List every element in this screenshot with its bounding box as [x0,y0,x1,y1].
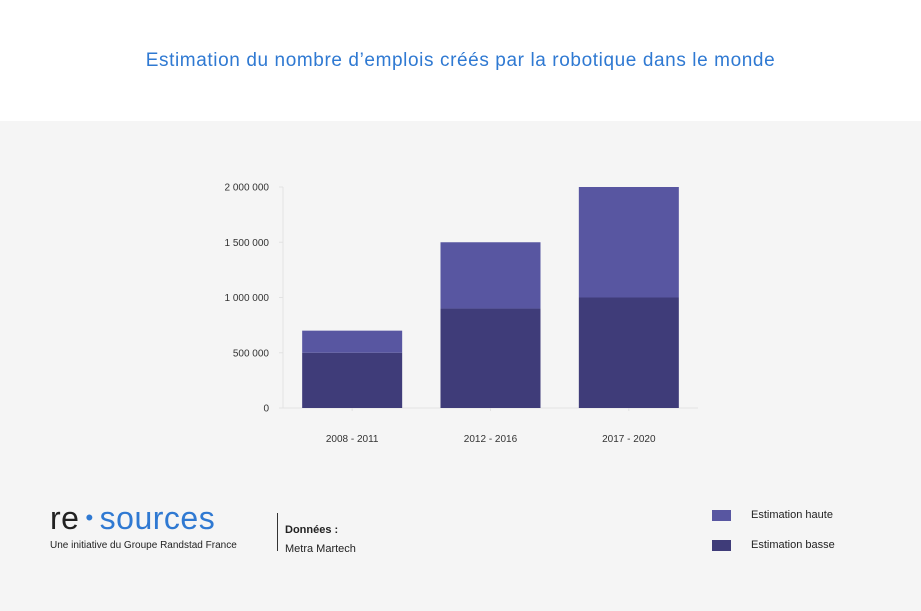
logo-sources: sources [99,500,216,536]
y-tick-label: 1 000 000 [225,293,270,304]
bar-high [578,187,679,298]
bar-low [302,352,403,408]
brand-block: re • sources Une initiative du Groupe Rand… [50,500,237,551]
logo-re: re [50,500,80,536]
bar-high [302,330,403,353]
legend-label-high: Estimation haute [751,509,833,521]
legend: Estimation haute Estimation basse [712,500,835,560]
bar-low [440,308,541,408]
brand-divider [277,513,278,551]
chart-title: Estimation du nombre d’emplois créés par… [145,50,776,71]
legend-item-high: Estimation haute [712,500,835,530]
chart-bars [302,187,679,408]
logo-dot: • [85,505,94,530]
bar-high [440,242,541,309]
y-tick-label: 500 000 [233,348,270,359]
x-tick-label: 2012 - 2016 [464,434,518,445]
bar-low [578,297,679,408]
y-tick-label: 0 [263,404,269,415]
chart-labels: 0 500 000 1 000 000 1 500 000 2 000 000 2008 … [225,183,656,446]
y-tick-label: 2 000 000 [225,183,270,194]
x-tick-label: 2008 - 2011 [326,434,379,445]
header: Estimation du nombre d’emplois créés par… [0,0,921,121]
x-tick-label: 2017 - 2020 [602,434,656,445]
legend-swatch-high [712,509,731,521]
source-value: Metra Martech [285,543,356,555]
resources-logo: re • sources [50,500,237,536]
legend-swatch-low [712,539,731,551]
brand-tagline: Une initiative du Groupe Randstad France [50,540,237,551]
source-label: Données : [285,524,339,536]
legend-label-low: Estimation basse [751,539,835,551]
data-source: Données : Metra Martech [285,521,356,559]
y-tick-label: 1 500 000 [225,238,270,249]
legend-item-low: Estimation basse [712,530,835,560]
